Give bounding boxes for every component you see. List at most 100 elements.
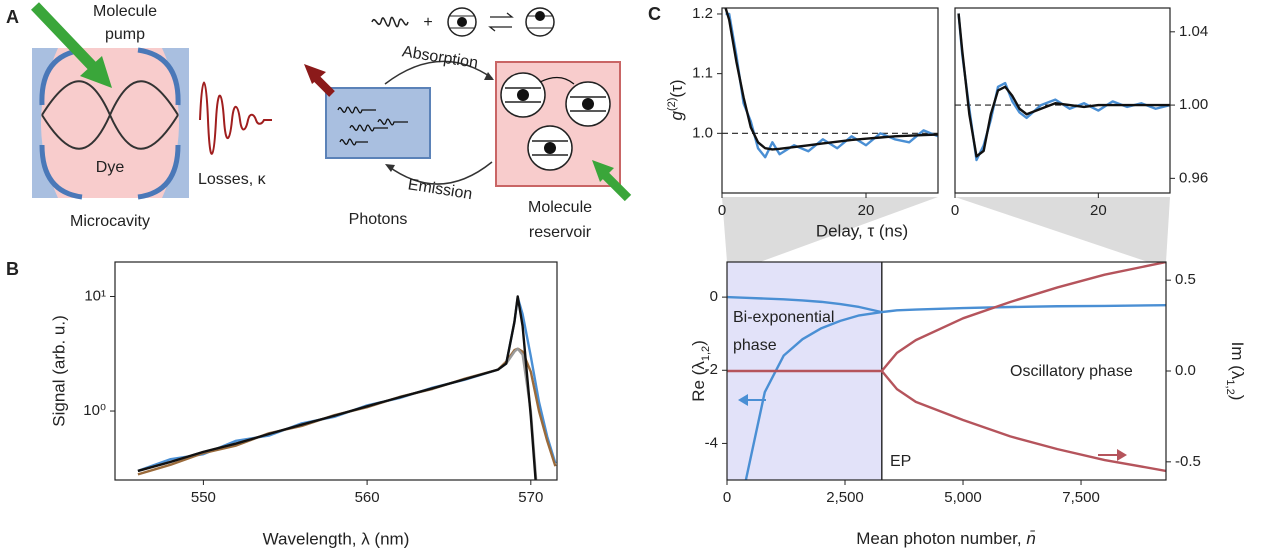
plot-frame [726,261,1167,481]
x-axis-label: Mean photon number, n̄ [856,529,1036,548]
cycle-arrow [387,161,493,185]
equilibrium-arrow [488,12,514,32]
cavity-mode [41,80,179,150]
y-axis-label: Signal (arb. u.) [49,315,68,427]
photons-box [325,87,431,159]
label-part: 1,2 [1224,379,1236,394]
transfer-arrow [539,76,575,85]
label-part: g [667,110,686,120]
label: pump [105,26,145,43]
molecules [517,89,594,154]
axis-arrow [1117,449,1127,461]
y-tick-label: -2 [705,361,718,378]
panel-a: A Molecule pump Dye Losses, κ Microcavit… [6,2,632,241]
annotation: phase [733,337,777,354]
label: Dye [96,159,125,176]
x-tick-label: 2,500 [826,489,864,506]
plot-frame [954,7,1171,194]
plot-frame [721,7,939,194]
x-tick-label: 0 [718,202,726,219]
annotations: Bi-exponential phase Oscillatory phase EP [733,309,1133,470]
x-tick-label: 560 [355,489,380,506]
label: Losses, κ [198,171,267,188]
data-line [137,295,537,480]
panel-label: C [648,4,661,24]
y2-axis-label: Im (λ1,2) [1224,342,1246,401]
y-tick-label: 1.04 [1179,23,1208,40]
annotation: Bi-exponential [733,309,834,326]
cycle-arrow [484,72,494,80]
y-tick-label: 10⁰ [83,402,106,419]
label-part: n̄ [1026,529,1035,548]
plot-frame [114,261,558,481]
mirror [39,47,181,200]
axis-arrow [738,394,748,406]
y-tick-label: 1.0 [692,124,713,141]
label-part: 1,2 [700,346,712,361]
pump-arrow [600,170,632,202]
x-axis-label: Delay, τ (ns) [816,221,908,240]
label-part: ) [1228,395,1247,401]
photon-wave [337,106,408,146]
label-part: Re (λ [689,361,708,402]
data-line [727,295,1166,314]
x-tick-label: 7,500 [1062,489,1100,506]
label: Molecule [93,3,157,20]
panel-label: A [6,7,19,27]
label: Molecule [528,199,592,216]
x-tick-label: 20 [1090,202,1107,219]
pump-arrow [80,56,112,88]
data-line [724,8,938,151]
label-part: Im (λ [1228,342,1247,380]
loss-arrow [304,64,326,84]
y-tick-label: 1.1 [692,65,713,82]
y-tick-label: 0.0 [1175,362,1196,379]
molecule-symbol [457,17,467,27]
data-line [727,262,1166,373]
label: + [423,14,432,31]
data-line [880,370,1166,473]
y-tick-label: 0.96 [1179,169,1208,186]
label-part: Mean photon number, [856,529,1026,548]
molecule-symbol [450,15,474,29]
y-tick-label: 1.2 [692,5,713,22]
photon-symbol [371,16,409,28]
x-tick-label: 20 [858,202,875,219]
data-line [957,13,1170,158]
pump-arrow [592,160,614,182]
molecule-symbol [535,11,545,21]
cycle-arrow [385,164,395,172]
dye-region [41,48,179,198]
y-tick-label: 0.5 [1175,271,1196,288]
y-tick-label: 1.00 [1179,96,1208,113]
annotation: Oscillatory phase [1010,363,1133,380]
y-tick-label: 10¹ [84,287,106,304]
x-tick-label: 0 [723,489,731,506]
label: Photons [349,211,408,228]
zoom-wedge [722,197,938,262]
x-tick-label: 550 [191,489,216,506]
x-axis-label: Wavelength, λ (nm) [263,529,410,548]
y-tick-label: 0 [710,288,718,305]
pump-arrow [31,2,100,74]
molecule-symbol [525,7,555,37]
panel-label: B [6,259,19,279]
x-tick-label: 5,000 [944,489,982,506]
annotation: EP [890,453,911,470]
y-axis-label: g(2)(τ) [666,80,687,121]
data-line [744,310,883,480]
label-part: (τ) [667,80,686,98]
label: Microcavity [70,213,150,230]
label: Emission [407,176,474,203]
zoom-wedge [955,197,1170,262]
data-line [137,296,557,473]
loss-wave [199,81,272,155]
x-tick-label: 570 [518,489,543,506]
label-part: (2) [666,98,678,111]
label: reservoir [529,224,592,241]
data-line [957,13,1170,162]
y-axis-label: Re (λ1,2) [689,340,711,402]
x-tick-label: 0 [951,202,959,219]
y-tick-label: -4 [705,434,718,451]
